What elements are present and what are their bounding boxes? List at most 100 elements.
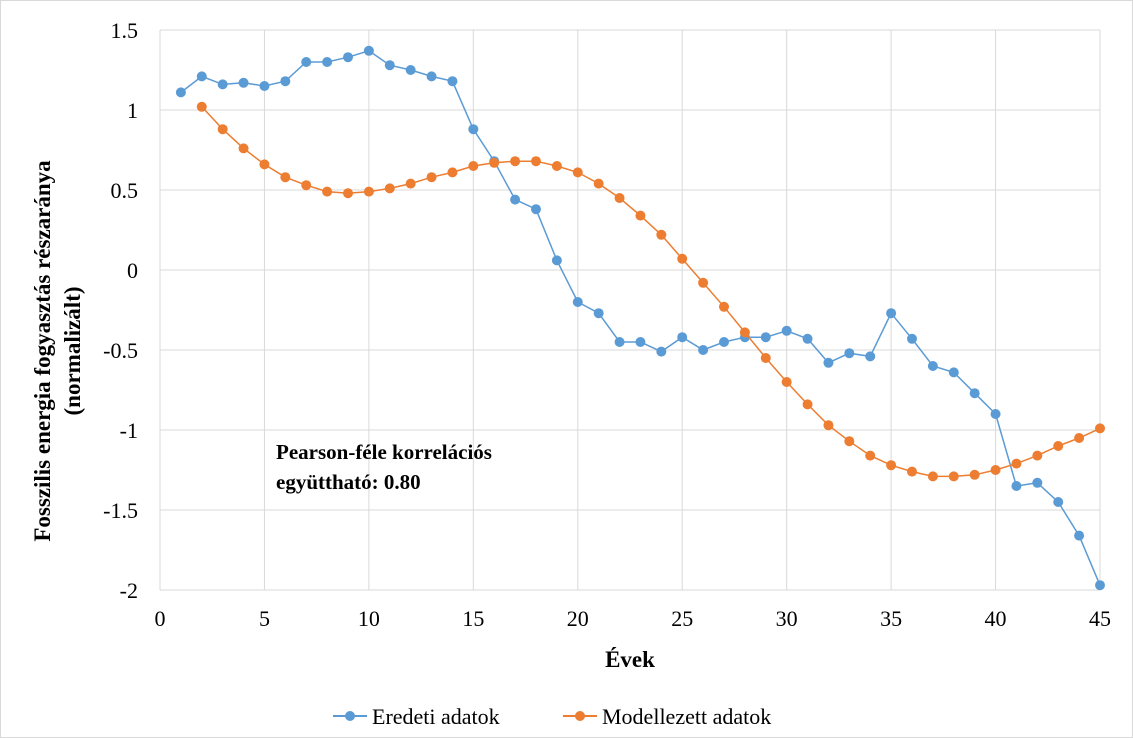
y-tick-label: 1.5 (111, 18, 139, 43)
data-point[interactable] (259, 159, 270, 170)
data-point[interactable] (175, 87, 186, 98)
data-point[interactable] (781, 377, 792, 387)
data-point[interactable] (781, 325, 792, 336)
data-point[interactable] (322, 186, 333, 197)
data-point[interactable] (384, 183, 395, 194)
data-point[interactable] (865, 351, 876, 362)
data-point[interactable] (823, 420, 834, 431)
data-point[interactable] (698, 345, 709, 355)
data-point[interactable] (551, 161, 562, 171)
data-point[interactable] (990, 465, 1001, 475)
data-point[interactable] (969, 388, 980, 399)
data-point[interactable] (719, 301, 729, 312)
data-point[interactable] (760, 332, 771, 343)
data-point[interactable] (1032, 450, 1043, 461)
x-tick-label: 30 (776, 606, 798, 631)
x-axis-title: Évek (605, 647, 655, 672)
data-point[interactable] (1074, 433, 1085, 443)
data-point[interactable] (510, 194, 521, 205)
data-point[interactable] (614, 337, 625, 347)
data-point[interactable] (635, 210, 646, 221)
data-point[interactable] (614, 193, 625, 203)
data-point[interactable] (217, 79, 228, 90)
data-point[interactable] (593, 308, 604, 319)
data-point[interactable] (1095, 580, 1105, 591)
data-point[interactable] (447, 167, 458, 178)
data-point[interactable] (572, 297, 583, 307)
x-tick-label: 45 (1089, 606, 1111, 631)
y-tick-label: -2 (120, 578, 138, 603)
data-point[interactable] (280, 172, 291, 183)
data-point[interactable] (531, 204, 541, 215)
series-line (180, 49, 1101, 586)
data-point[interactable] (823, 357, 834, 368)
data-point[interactable] (322, 57, 333, 67)
data-point[interactable] (259, 81, 270, 91)
data-point[interactable] (886, 460, 897, 471)
data-point[interactable] (572, 167, 583, 178)
data-point[interactable] (447, 76, 458, 87)
data-point[interactable] (426, 71, 437, 82)
data-point[interactable] (468, 161, 479, 171)
data-point[interactable] (802, 399, 813, 410)
data-point[interactable] (656, 346, 667, 357)
data-point[interactable] (677, 253, 688, 264)
data-point[interactable] (656, 229, 667, 240)
data-point[interactable] (510, 156, 521, 167)
data-point[interactable] (927, 471, 938, 482)
data-point[interactable] (907, 466, 917, 477)
data-point[interactable] (405, 65, 416, 75)
data-point[interactable] (948, 471, 959, 482)
series-line (201, 106, 1101, 478)
data-point[interactable] (593, 178, 604, 189)
data-point[interactable] (405, 178, 416, 189)
x-tick-label: 35 (880, 606, 902, 631)
data-point[interactable] (551, 255, 562, 266)
data-point[interactable] (907, 333, 917, 344)
data-point[interactable] (948, 367, 959, 378)
data-point[interactable] (1011, 481, 1022, 491)
data-point[interactable] (363, 45, 374, 56)
data-point[interactable] (760, 353, 771, 363)
data-point[interactable] (719, 337, 729, 347)
data-point[interactable] (698, 277, 709, 288)
data-point[interactable] (844, 348, 855, 359)
data-point[interactable] (343, 188, 353, 199)
data-point[interactable] (531, 156, 541, 167)
data-point[interactable] (1032, 477, 1043, 488)
data-point[interactable] (1053, 441, 1064, 451)
data-point[interactable] (343, 52, 353, 63)
data-point[interactable] (969, 469, 980, 480)
data-point[interactable] (990, 409, 1001, 419)
data-point[interactable] (802, 333, 813, 344)
data-point[interactable] (927, 361, 938, 371)
data-point[interactable] (1095, 423, 1105, 434)
data-point[interactable] (1074, 530, 1085, 541)
gridlines (159, 29, 1101, 591)
data-point[interactable] (677, 332, 688, 343)
legend-item-eredeti[interactable]: Eredeti adatok (333, 704, 500, 729)
data-point[interactable] (301, 57, 312, 67)
data-point[interactable] (844, 436, 855, 447)
data-point[interactable] (217, 124, 228, 135)
data-point[interactable] (363, 186, 374, 197)
data-point[interactable] (426, 172, 437, 183)
x-tick-label: 15 (462, 606, 484, 631)
data-point[interactable] (468, 124, 479, 135)
data-point[interactable] (1011, 458, 1022, 469)
data-point[interactable] (301, 180, 312, 191)
legend-item-modellezett[interactable]: Modellezett adatok (563, 704, 771, 729)
data-point[interactable] (739, 327, 750, 338)
data-point[interactable] (196, 71, 207, 82)
data-point[interactable] (865, 450, 876, 461)
data-point[interactable] (280, 76, 291, 87)
data-point[interactable] (489, 157, 500, 168)
data-point[interactable] (384, 60, 395, 71)
data-point[interactable] (196, 101, 207, 112)
data-point[interactable] (238, 143, 249, 154)
data-point[interactable] (886, 308, 897, 319)
data-point[interactable] (238, 77, 249, 88)
y-axis-title: Fosszilis energia fogyasztás részaránya … (30, 160, 85, 542)
data-point[interactable] (635, 337, 646, 347)
data-point[interactable] (1053, 497, 1064, 507)
